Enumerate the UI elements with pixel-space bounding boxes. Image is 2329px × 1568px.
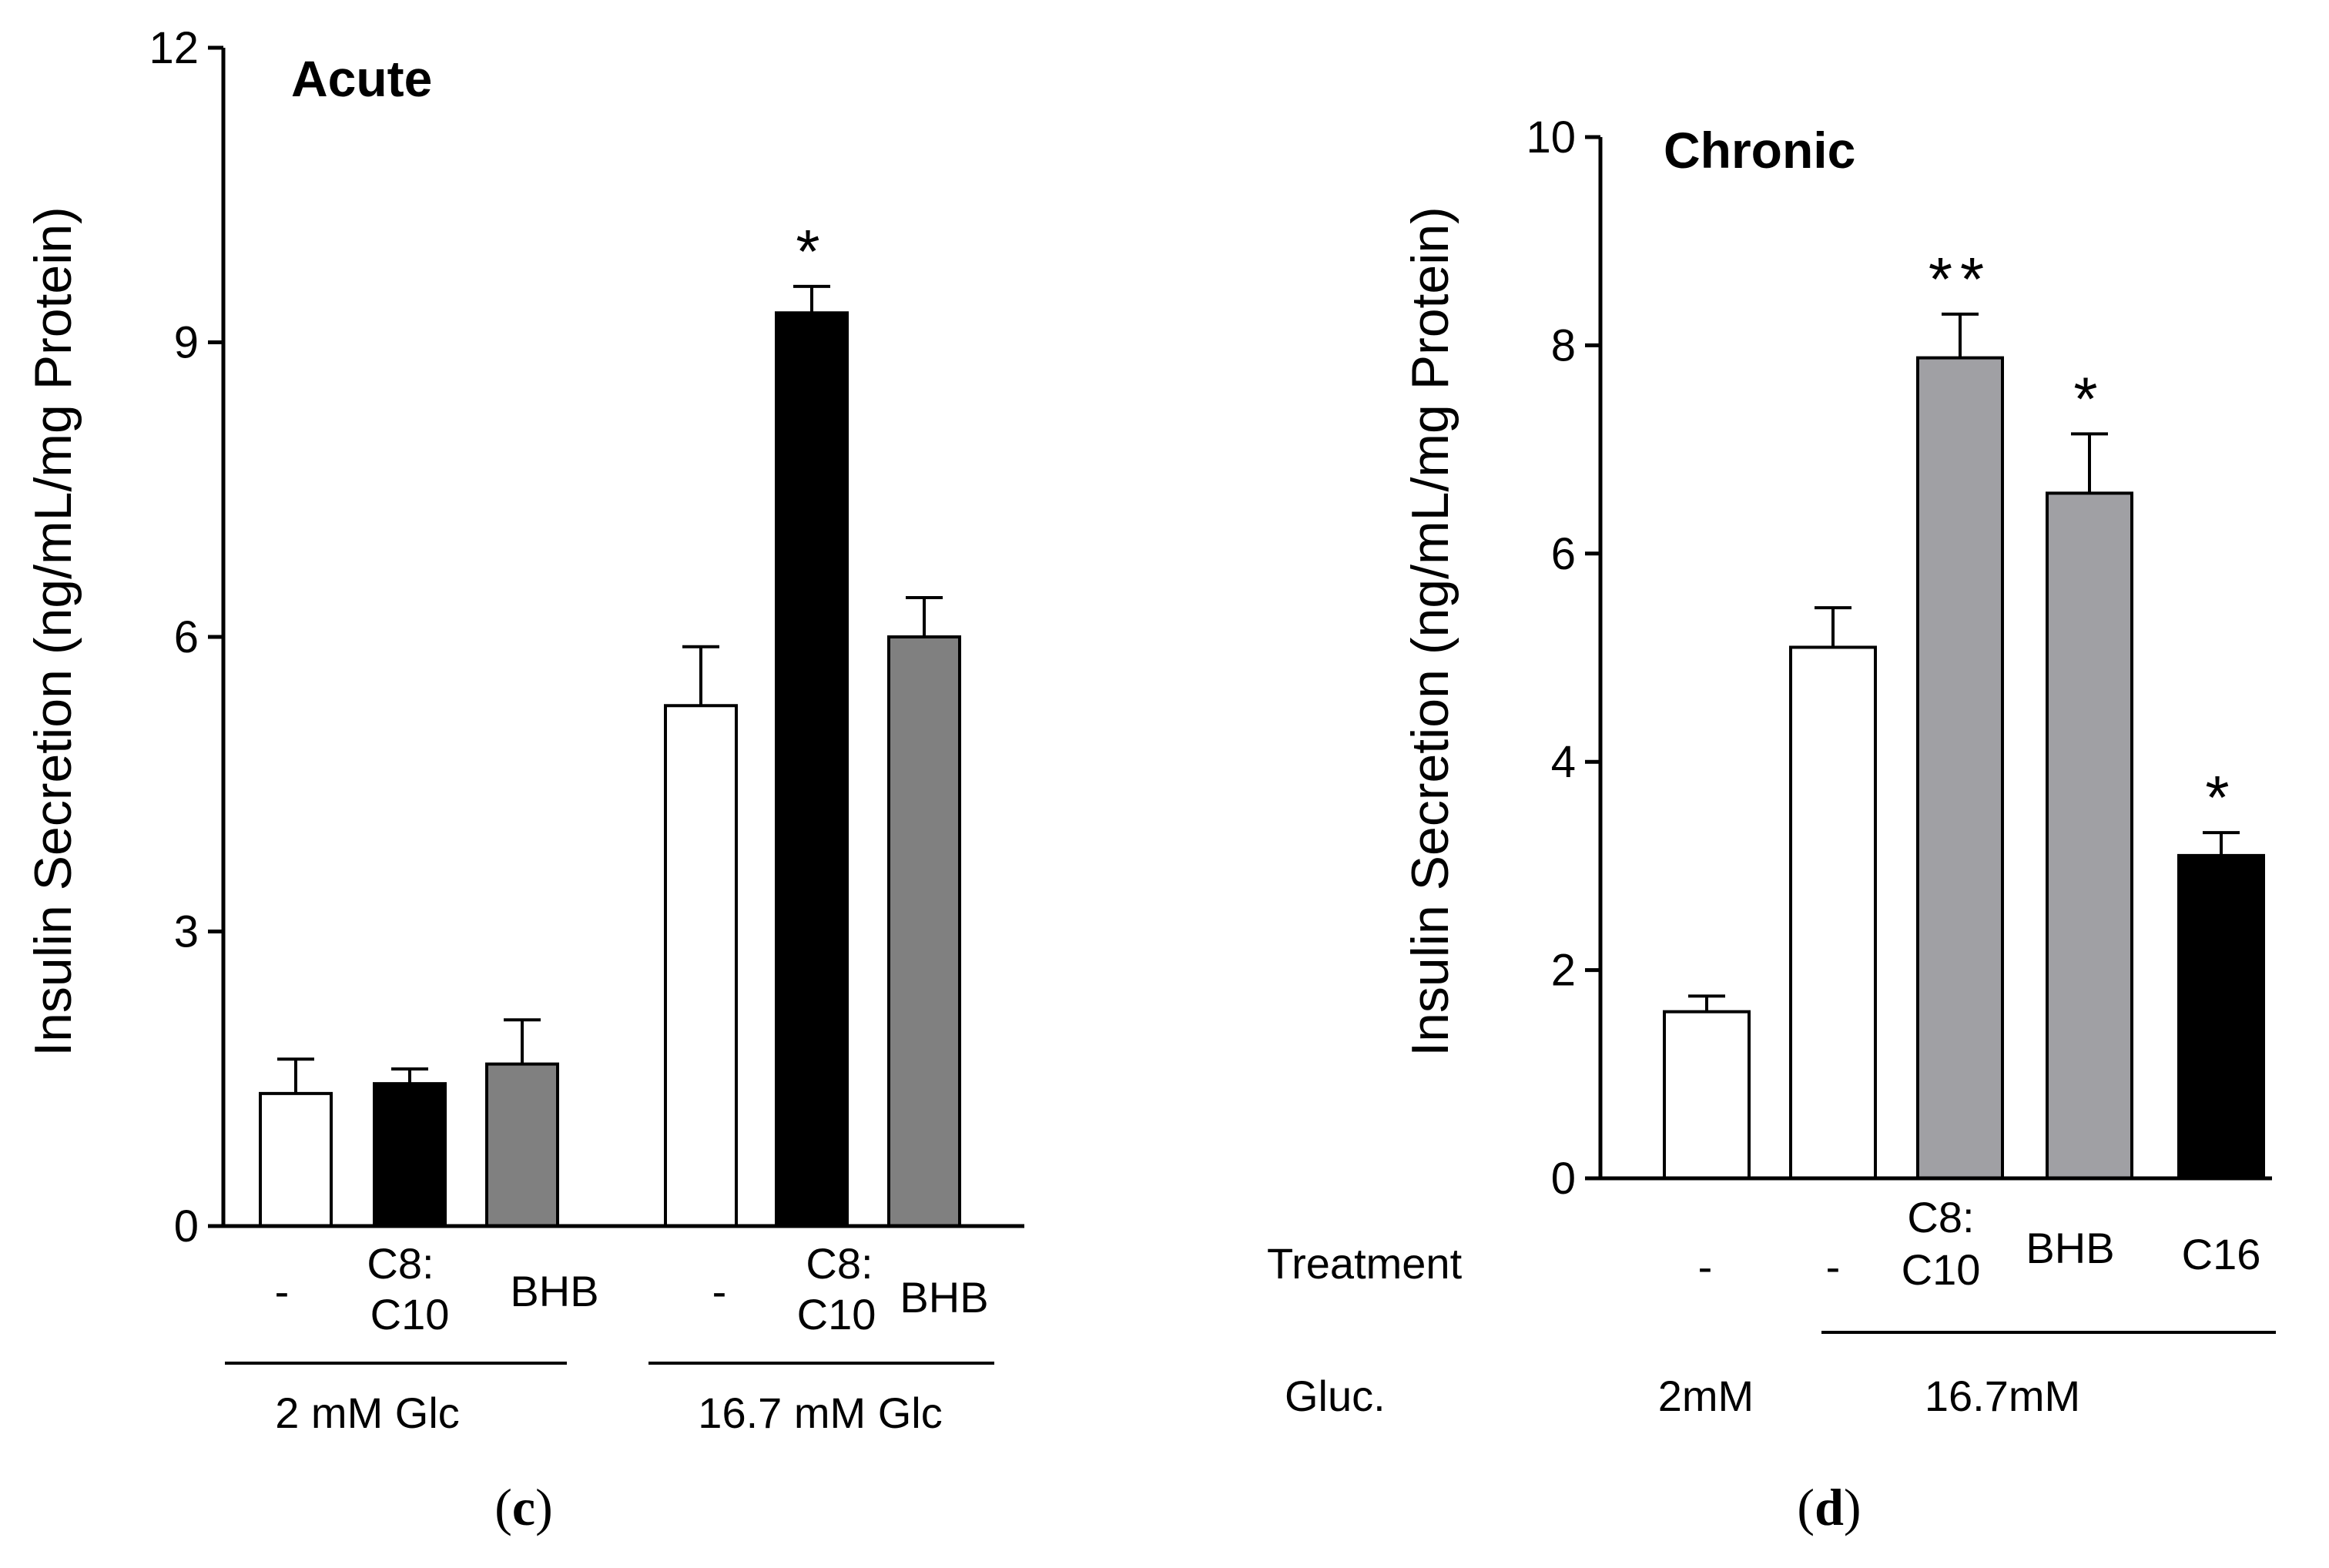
y-tick-label: 8 bbox=[1551, 320, 1576, 370]
x-category-label: C10 bbox=[797, 1290, 876, 1338]
significance-marker: * bbox=[796, 217, 827, 286]
bar bbox=[373, 1082, 447, 1228]
y-tick-label: 0 bbox=[174, 1201, 199, 1251]
acute-group-labels: 2 mM Glc 16.7 mM Glc bbox=[225, 1362, 994, 1437]
y-tick-label: 0 bbox=[1551, 1154, 1576, 1204]
x-category-label: - bbox=[275, 1267, 290, 1315]
x-category-label: C8: bbox=[367, 1239, 434, 1288]
bar bbox=[775, 311, 849, 1228]
y-tick-label: 9 bbox=[174, 318, 199, 368]
bar bbox=[1916, 356, 2004, 1180]
y-tick-label: 6 bbox=[174, 612, 199, 662]
bar bbox=[664, 704, 738, 1228]
y-tick-label: 2 bbox=[1551, 946, 1576, 996]
acute-x-labels: -C8:C10 BHB -C8:C10 BHB bbox=[275, 1239, 989, 1338]
chart-chronic: Insulin Secretion (ng/mL/mg Protein) Chr… bbox=[1267, 112, 2276, 1536]
x-category-label: C10 bbox=[370, 1290, 450, 1338]
significance-marker: * bbox=[2073, 364, 2105, 433]
y-tick-label: 10 bbox=[1526, 112, 1576, 162]
treatment-row-label: Treatment bbox=[1267, 1239, 1463, 1288]
acute-y-axis-label: Insulin Secretion (ng/mL/mg Protein) bbox=[24, 206, 82, 1057]
group-label: 2mM bbox=[1658, 1372, 1754, 1420]
bar bbox=[259, 1091, 333, 1228]
x-category-label: C10 bbox=[1902, 1245, 1981, 1294]
group-label: 2 mM Glc bbox=[275, 1389, 460, 1437]
y-tick-label: 3 bbox=[174, 907, 199, 957]
chronic-x-labels: - - C8:C10 BHB C16 bbox=[1698, 1193, 2261, 1294]
chronic-y-ticks: 0 2 4 6 8 10 bbox=[1526, 112, 1600, 1204]
chronic-y-axis-label: Insulin Secretion (ng/mL/mg Protein) bbox=[1401, 206, 1459, 1057]
bar bbox=[1789, 645, 1877, 1180]
y-tick-label: 4 bbox=[1551, 737, 1576, 787]
bar bbox=[485, 1062, 559, 1228]
x-category-label: C8: bbox=[1907, 1193, 1974, 1241]
x-category-label: C8: bbox=[806, 1239, 873, 1288]
group-label: 16.7 mM Glc bbox=[698, 1389, 942, 1437]
group-label: 16.7mM bbox=[1925, 1372, 2080, 1420]
x-category-label: BHB bbox=[2026, 1224, 2114, 1272]
y-tick-label: 6 bbox=[1551, 529, 1576, 579]
significance-marker: ** bbox=[1929, 245, 1992, 313]
significance-marker: * bbox=[2205, 763, 2237, 832]
glucose-row-label: Gluc. bbox=[1285, 1372, 1386, 1420]
x-category-label: BHB bbox=[510, 1267, 598, 1315]
acute-y-ticks: 0 3 6 9 12 bbox=[149, 23, 223, 1251]
x-category-label: - bbox=[1826, 1242, 1841, 1291]
y-tick-label: 12 bbox=[149, 23, 199, 73]
chronic-title: Chronic bbox=[1664, 122, 1855, 179]
panel-label-c: (c) bbox=[494, 1478, 553, 1536]
x-category-label: - bbox=[1698, 1242, 1713, 1291]
chronic-bars: **** bbox=[1663, 245, 2265, 1181]
x-category-label: BHB bbox=[900, 1273, 988, 1322]
x-category-label: C16 bbox=[2182, 1230, 2261, 1278]
panel-label-d: (d) bbox=[1797, 1478, 1861, 1536]
bar bbox=[887, 635, 961, 1228]
acute-title: Acute bbox=[291, 50, 432, 107]
chart-acute: Insulin Secretion (ng/mL/mg Protein) Acu… bbox=[24, 23, 1024, 1536]
chronic-group-labels: 2mM 16.7mM bbox=[1658, 1331, 2276, 1420]
bar bbox=[2177, 853, 2265, 1180]
bar bbox=[1663, 1010, 1751, 1181]
x-category-label: - bbox=[712, 1267, 727, 1315]
acute-bars: * bbox=[259, 217, 961, 1228]
bar bbox=[2046, 491, 2133, 1180]
